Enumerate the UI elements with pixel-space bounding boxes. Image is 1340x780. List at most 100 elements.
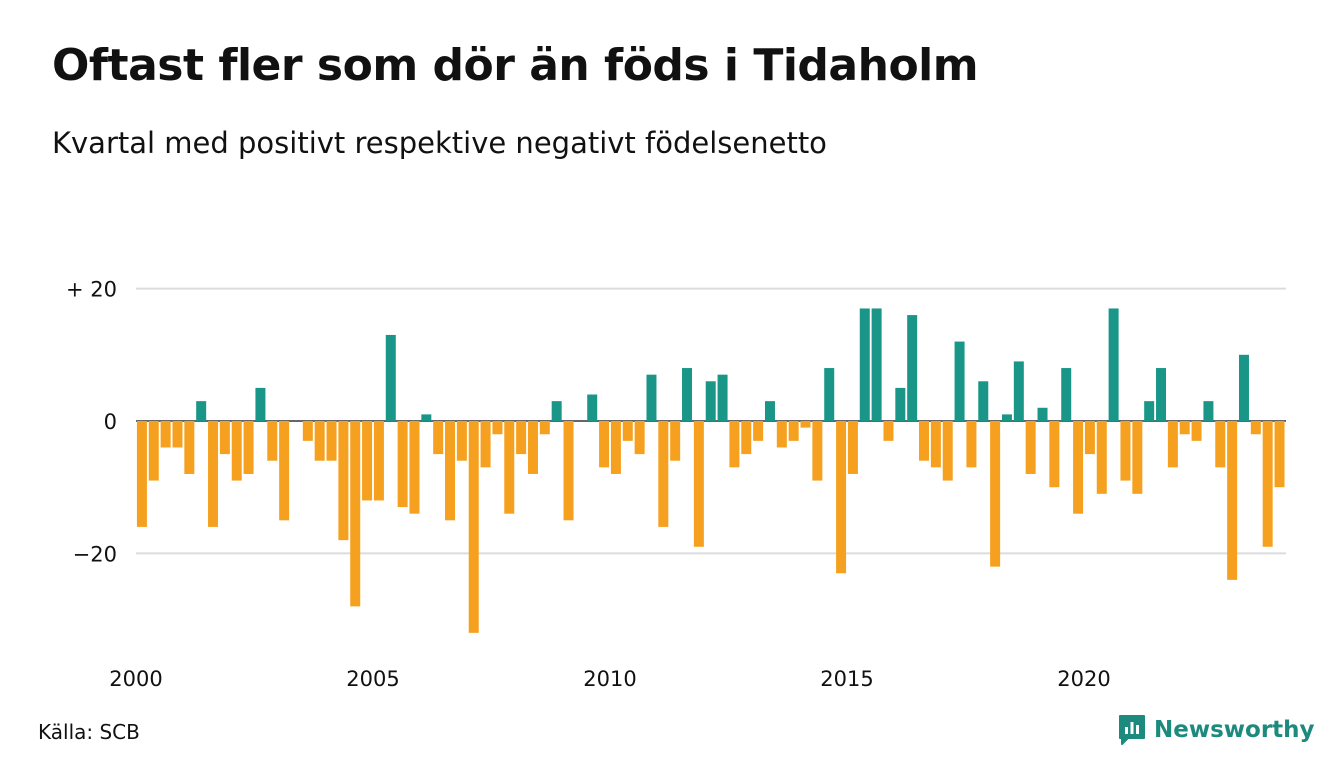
bar [539, 421, 550, 435]
bar [1274, 421, 1285, 488]
bar [1262, 421, 1273, 547]
bar [1191, 421, 1202, 441]
bar [693, 421, 704, 547]
bar [1120, 421, 1131, 481]
bar [1144, 401, 1155, 421]
x-tick-label: 2005 [346, 667, 399, 691]
bar [587, 394, 598, 421]
bar [255, 387, 266, 421]
bar [1108, 308, 1119, 421]
chart-subtitle: Kvartal med positivt respektive negativt… [52, 126, 827, 160]
bar [350, 421, 361, 607]
bar [1227, 421, 1238, 580]
newsworthy-logo[interactable]: Newsworthy [1118, 712, 1315, 748]
bar [563, 421, 574, 521]
bar [1203, 401, 1214, 421]
bar [362, 421, 373, 501]
bar [551, 401, 562, 421]
bar [279, 421, 290, 521]
bar [302, 421, 313, 441]
bar [196, 401, 207, 421]
bar [208, 421, 219, 527]
bar [658, 421, 669, 527]
bar [1073, 421, 1084, 514]
x-axis-ticks: 2000 2005 2010 2015 2020 [109, 667, 1110, 691]
bar [1049, 421, 1060, 488]
brand-name: Newsworthy [1154, 717, 1315, 743]
bar [883, 421, 894, 441]
bar [682, 368, 693, 421]
bar-chart-speech-bubble-icon [1119, 715, 1145, 745]
bar [1096, 421, 1107, 494]
bar [942, 421, 953, 481]
bar [267, 421, 278, 461]
bar [978, 381, 989, 421]
x-tick-label: 2000 [109, 667, 162, 691]
bar [847, 421, 858, 474]
bar [966, 421, 977, 468]
bar [219, 421, 230, 455]
bar [729, 421, 740, 468]
bar [421, 414, 432, 421]
bar [504, 421, 515, 514]
bar [231, 421, 242, 481]
x-tick-label: 2020 [1057, 667, 1110, 691]
x-tick-label: 2015 [820, 667, 873, 691]
x-tick-label: 2010 [583, 667, 636, 691]
bar [670, 421, 681, 461]
y-tick-label: 0 [104, 410, 117, 434]
bar [836, 421, 847, 574]
bar [919, 421, 930, 461]
bar [1001, 414, 1012, 421]
bar [824, 368, 835, 421]
bar [1179, 421, 1190, 435]
bar [385, 334, 396, 421]
bar [480, 421, 491, 468]
source-note: Källa: SCB [38, 720, 140, 744]
bar [397, 421, 408, 508]
bar [1250, 421, 1261, 435]
bar [788, 421, 799, 441]
bar [990, 421, 1001, 567]
bar [895, 387, 906, 421]
bar [136, 421, 147, 527]
bar [930, 421, 941, 468]
bar [468, 421, 479, 633]
bar [492, 421, 503, 435]
bar [184, 421, 195, 474]
bar [812, 421, 823, 481]
bars [136, 308, 1285, 633]
bar [148, 421, 159, 481]
bar [172, 421, 183, 448]
bar [1061, 368, 1072, 421]
bar [764, 401, 775, 421]
bar [1215, 421, 1226, 468]
bar [1084, 421, 1095, 455]
bar [1132, 421, 1143, 494]
bar [753, 421, 764, 441]
bar [907, 315, 918, 421]
bar [1156, 368, 1167, 421]
bar [409, 421, 420, 514]
bar [776, 421, 787, 448]
bar [717, 374, 728, 421]
bar [800, 421, 811, 428]
bar [622, 421, 633, 441]
bar [859, 308, 870, 421]
bar [954, 341, 965, 421]
chart-title: Oftast fler som dör än föds i Tidaholm [52, 40, 979, 91]
bar [326, 421, 337, 461]
bar [527, 421, 538, 474]
bar [1238, 354, 1249, 421]
bar [1167, 421, 1178, 468]
bar [1013, 361, 1024, 421]
y-tick-label: + 20 [66, 278, 117, 302]
bar [1037, 407, 1048, 421]
bar [373, 421, 384, 501]
bar [610, 421, 621, 474]
bar [160, 421, 171, 448]
bar [705, 381, 716, 421]
bar [243, 421, 254, 474]
bar [1025, 421, 1036, 474]
